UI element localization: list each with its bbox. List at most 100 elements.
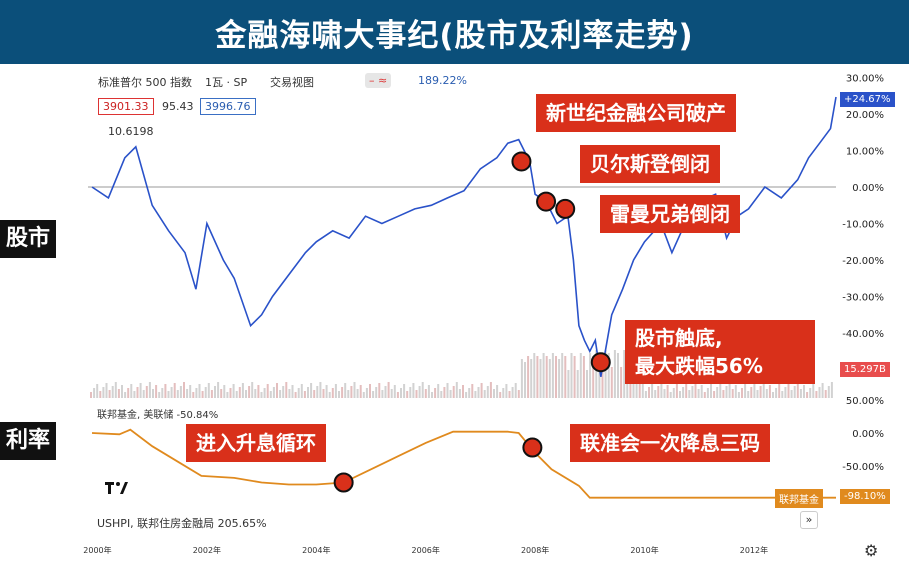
volume-bar: [245, 390, 247, 398]
symbol-label[interactable]: 标准普尔 500 指数: [98, 76, 192, 89]
page-title: 金融海啸大事纪(股市及利率走势): [215, 18, 694, 54]
volume-bar: [353, 382, 356, 398]
volume-bar: [220, 389, 223, 398]
volume-bar: [455, 382, 458, 398]
volume-bar: [372, 391, 375, 398]
volume-bar: [226, 392, 229, 398]
volume-bar: [139, 383, 142, 398]
volume-bar: [381, 390, 384, 398]
volume-bar: [285, 382, 288, 398]
stock-ytick-label: -40.00%: [842, 329, 884, 340]
x-tick-label: 2010年: [630, 545, 658, 555]
volume-bar: [173, 383, 176, 398]
volume-bar: [700, 385, 703, 398]
volume-bar: [238, 387, 241, 398]
volume-bar: [369, 384, 371, 398]
volume-bar: [787, 383, 790, 398]
volume-bar: [440, 391, 443, 398]
volume-bar: [570, 353, 573, 398]
volume-bar: [195, 388, 198, 398]
volume-bar: [387, 382, 390, 398]
volume-bar: [539, 359, 542, 398]
annotation-market-bottom: 股市触底, 最大跌幅56%: [625, 320, 815, 384]
marker-rate-hike: [333, 472, 354, 493]
volume-bar: [431, 392, 433, 398]
volume-bar: [613, 350, 616, 398]
volume-bar: [790, 390, 793, 398]
volume-bar: [536, 356, 539, 398]
price-box-blue[interactable]: 3996.76: [200, 98, 256, 115]
volume-bar: [809, 388, 812, 398]
volume-bar: [111, 386, 114, 398]
volume-bar: [558, 359, 561, 398]
volume-bar: [362, 392, 365, 398]
compare-toggle[interactable]: – ≈: [365, 73, 392, 88]
volume-bar: [768, 385, 771, 398]
gear-icon[interactable]: ⚙: [864, 541, 879, 560]
volume-bar: [617, 353, 619, 398]
volume-bar: [486, 386, 489, 398]
volume-bar: [657, 386, 660, 398]
volume-bar: [713, 391, 716, 398]
volume-bar: [799, 389, 802, 398]
current-pct-badge: +24.67%: [840, 92, 895, 107]
volume-bar: [499, 392, 502, 398]
volume-bar: [167, 391, 170, 398]
interval-label[interactable]: 1瓦 · SP: [205, 76, 248, 89]
price-box-red[interactable]: 3901.33: [98, 98, 154, 115]
volume-bar: [530, 359, 533, 398]
volume-bar: [555, 356, 557, 398]
volume-bar: [272, 387, 275, 398]
stock-ytick-label: 20.00%: [846, 110, 884, 121]
stock-ytick-label: 0.00%: [852, 183, 884, 194]
fund-name-badge: 联邦基金: [775, 489, 823, 508]
volume-bar: [133, 391, 136, 398]
volume-bar: [291, 385, 294, 398]
source-label: 交易视图: [270, 76, 314, 89]
volume-bar: [551, 353, 554, 398]
volume-bar: [325, 385, 328, 398]
marker-lehman: [555, 198, 576, 219]
volume-bar: [384, 386, 387, 398]
volume-bar: [257, 385, 260, 398]
volume-bar: [117, 389, 120, 398]
rate-series-line: [91, 428, 836, 499]
volume-bar: [775, 388, 778, 398]
volume-bar: [279, 390, 282, 398]
volume-bar: [545, 356, 548, 398]
volume-bar: [127, 388, 130, 398]
chart-panel: [88, 66, 909, 562]
volume-bar: [741, 388, 743, 398]
volume-bar: [502, 388, 505, 398]
volume-bar: [427, 385, 430, 398]
volume-bar: [458, 389, 461, 398]
annotation-bear-stearns: 贝尔斯登倒闭: [580, 145, 720, 183]
volume-bar: [520, 359, 523, 398]
volume-bar: [517, 390, 520, 398]
scroll-right-button[interactable]: »: [800, 511, 818, 529]
volume-bar: [260, 392, 263, 398]
volume-bar: [214, 386, 216, 398]
volume-bar: [483, 390, 486, 398]
volume-bar: [595, 350, 598, 398]
rate-ytick-label: -50.00%: [842, 462, 884, 473]
volume-bar: [130, 384, 133, 398]
volume-bar: [415, 390, 418, 398]
x-tick-label: 2004年: [302, 545, 330, 555]
price-mid: 95.43: [162, 100, 194, 113]
volume-bar: [812, 384, 815, 398]
volume-bar: [152, 389, 154, 398]
volume-bar: [183, 382, 185, 398]
volume-bar: [524, 362, 526, 398]
volume-bar: [592, 356, 595, 398]
volume-bar: [719, 383, 722, 398]
volume-bar: [511, 387, 514, 398]
volume-bar: [527, 356, 530, 398]
volume-bar: [728, 382, 731, 398]
volume-bar: [706, 388, 709, 398]
volume-bar: [561, 353, 564, 398]
volume-bar: [334, 384, 337, 398]
volume-bar: [93, 388, 96, 398]
volume-bar: [164, 384, 167, 398]
volume-bar: [148, 382, 151, 398]
